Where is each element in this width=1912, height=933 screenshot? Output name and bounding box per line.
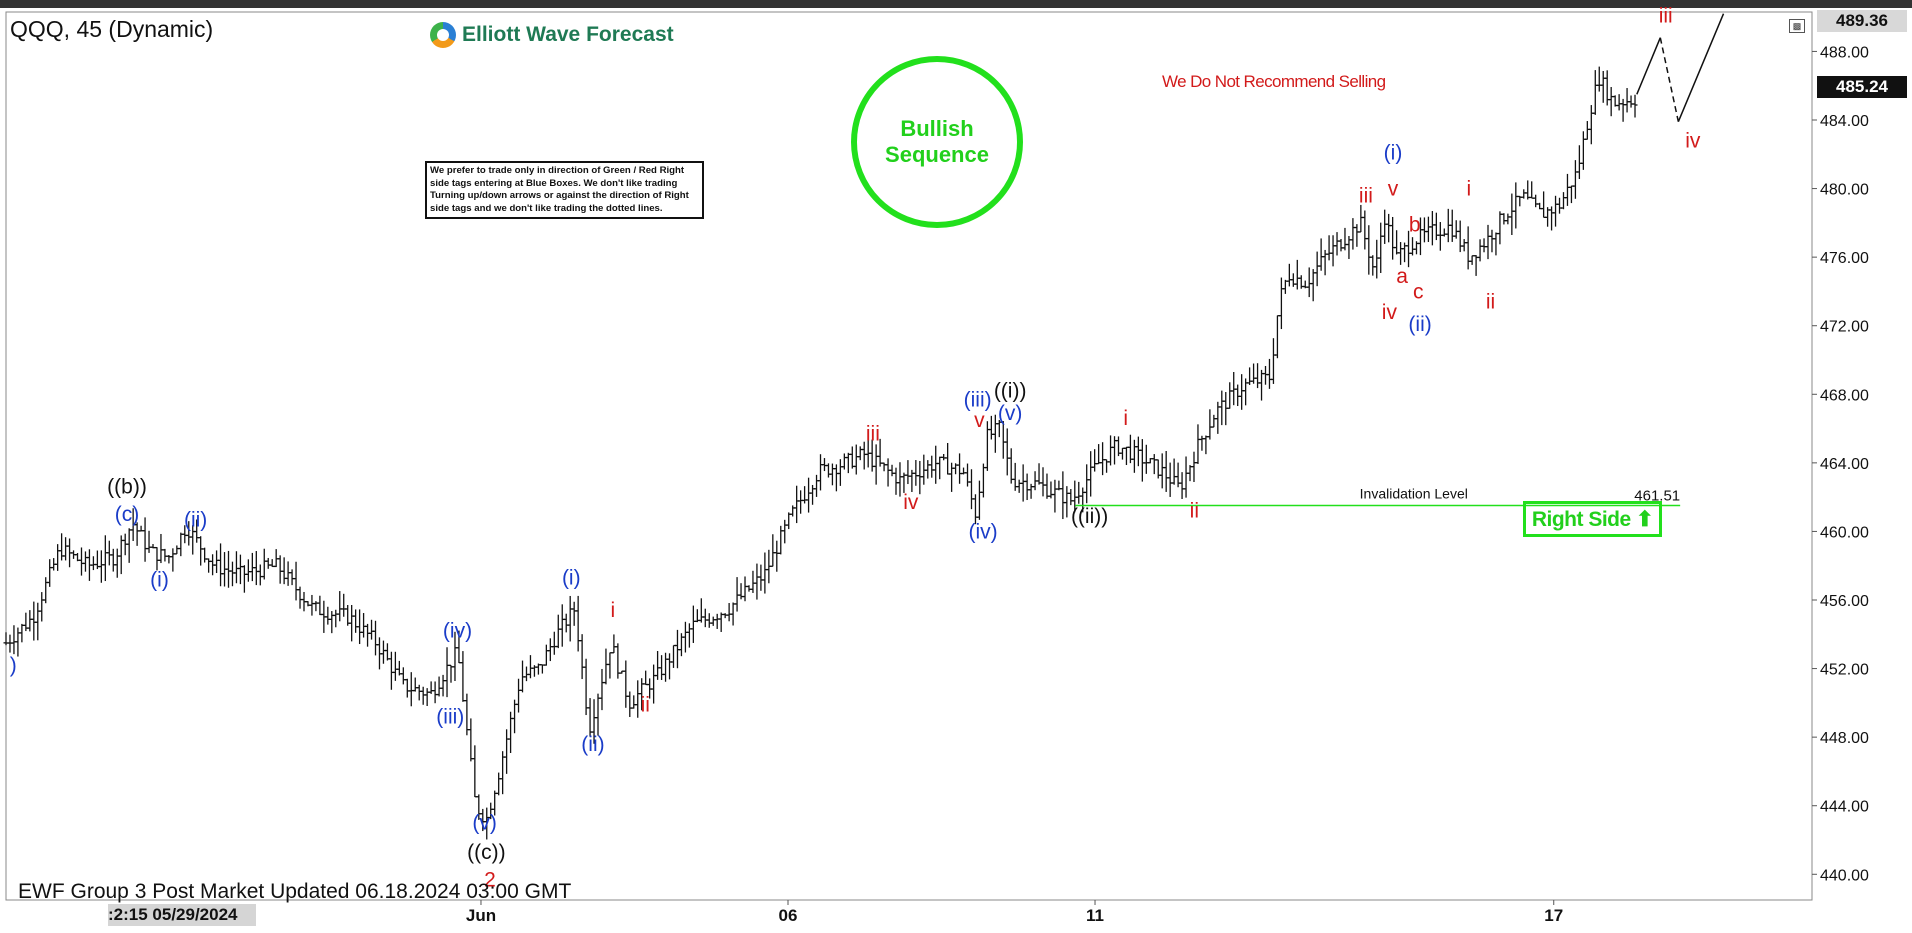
wave-label: iii xyxy=(866,423,880,446)
wave-label: (i) xyxy=(150,568,169,591)
plot-frame xyxy=(5,11,1813,901)
wave-label: (ii) xyxy=(1408,313,1431,336)
no-sell-note: We Do Not Recommend Selling xyxy=(1162,72,1386,91)
wave-label: (c) xyxy=(115,503,140,526)
y-tick-label: 484.00 xyxy=(1820,113,1869,130)
wave-label: b xyxy=(1409,213,1421,236)
wave-label: (ii) xyxy=(184,508,207,531)
y-tick-label: 488.00 xyxy=(1820,44,1869,61)
logo-text: Elliott Wave Forecast xyxy=(462,23,674,46)
footer-text: EWF Group 3 Post Market Updated 06.18.20… xyxy=(18,880,572,903)
wave-label: i xyxy=(1123,407,1128,430)
wave-label: iii xyxy=(1659,4,1673,27)
projection-segment xyxy=(1636,37,1661,95)
wave-label: (iv) xyxy=(968,520,997,543)
invalidation-value: 461.51 xyxy=(1634,488,1680,505)
wave-label: 2 xyxy=(484,868,496,891)
wave-label: (i) xyxy=(562,567,581,590)
bullish-line-1: Bullish xyxy=(900,116,974,141)
wave-label: (v) xyxy=(472,812,497,835)
y-tick-label: 440.00 xyxy=(1820,867,1869,884)
wave-label: v xyxy=(1388,177,1399,200)
bullish-sequence-badge: Bullish Sequence xyxy=(851,56,1023,228)
y-tick-label: 480.00 xyxy=(1820,182,1869,199)
wave-label: ((b)) xyxy=(107,476,147,499)
wave-label: (iii) xyxy=(436,705,464,728)
wave-label: iii xyxy=(1359,184,1373,207)
wave-label: (iv) xyxy=(443,620,472,643)
y-tick-label: 464.00 xyxy=(1820,456,1869,473)
top-border xyxy=(0,0,1912,8)
y-tick-label: 448.00 xyxy=(1820,730,1869,747)
wave-label: ii xyxy=(641,693,650,716)
brand-logo: Elliott Wave Forecast xyxy=(430,22,674,48)
logo-icon xyxy=(430,22,456,48)
crosshair-timestamp: :2:15 05/29/2024 xyxy=(108,904,256,926)
wave-label: ((ii)) xyxy=(1071,505,1108,528)
wave-label: i xyxy=(610,599,615,622)
last-price-label: 485.24 xyxy=(1817,76,1907,98)
wave-label: iv xyxy=(1685,129,1701,152)
wave-label: (v) xyxy=(998,402,1023,425)
y-tick-label: 456.00 xyxy=(1820,593,1869,610)
x-tick-label: 17 xyxy=(1544,906,1563,925)
wave-label: v xyxy=(974,409,985,432)
wave-label: ((i)) xyxy=(994,380,1027,403)
y-tick-label: 444.00 xyxy=(1820,799,1869,816)
wave-label: (i) xyxy=(1384,141,1403,164)
wave-label: (ii) xyxy=(581,733,604,756)
bullish-line-2: Sequence xyxy=(885,142,989,167)
y-tick-label: 452.00 xyxy=(1820,662,1869,679)
symbol-title: QQQ, 45 (Dynamic) xyxy=(10,16,214,42)
wave-label: a xyxy=(1396,265,1408,288)
x-tick-label: Jun xyxy=(466,906,496,925)
wave-label: iv xyxy=(903,491,919,514)
wave-label: (iii) xyxy=(964,388,992,411)
wave-label: ii xyxy=(1190,500,1199,523)
y-tick-label: 468.00 xyxy=(1820,387,1869,404)
projection-segment xyxy=(1677,13,1725,123)
trading-disclaimer: We prefer to trade only in direction of … xyxy=(425,161,704,219)
y-tick-label: 476.00 xyxy=(1820,250,1869,267)
x-tick-label: 06 xyxy=(779,906,798,925)
invalidation-label: Invalidation Level xyxy=(1360,486,1468,502)
y-tick-label: 472.00 xyxy=(1820,319,1869,336)
right-side-tag: Right Side ⬆ xyxy=(1523,501,1662,537)
projection-segment xyxy=(1659,37,1680,122)
wave-label: i xyxy=(1467,177,1472,200)
y-tick-label: 460.00 xyxy=(1820,524,1869,541)
wave-label: ii xyxy=(1486,291,1495,314)
wave-label: c xyxy=(1413,280,1424,303)
wave-label: ) xyxy=(10,654,17,677)
wave-label: ((c)) xyxy=(467,841,505,864)
high-price-label: 489.36 xyxy=(1817,10,1907,32)
x-tick-label: 11 xyxy=(1086,906,1104,925)
restore-window-icon[interactable]: ▩ xyxy=(1789,19,1805,33)
wave-label: iv xyxy=(1382,301,1398,324)
